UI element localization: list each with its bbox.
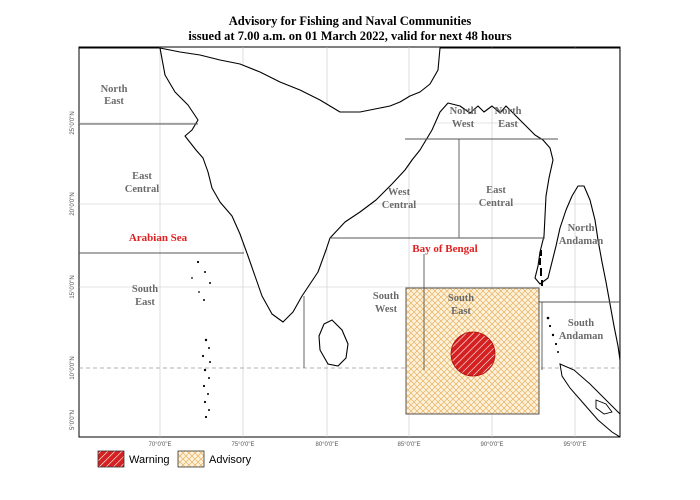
legend-advisory-swatch: [177, 450, 205, 468]
warning-zone: [450, 331, 496, 377]
lat-label-25n: 25°0'0"N: [70, 111, 76, 134]
label-south-andaman-1: South: [568, 318, 594, 329]
legend-warning-swatch: [97, 450, 125, 468]
label-arabian-se-1: South: [132, 284, 158, 295]
region-labels: North East East Central South East North…: [101, 84, 604, 342]
lat-label-15n: 15°0'0"N: [70, 275, 76, 298]
sea-area-boundaries: [79, 123, 620, 370]
lon-label-95e: 95°0'0"E: [563, 442, 586, 448]
lat-label-20n: 20°0'0"N: [70, 192, 76, 215]
landmass: [79, 47, 620, 437]
lon-label-75e: 75°0'0"E: [231, 442, 254, 448]
label-bay-ne-2: East: [498, 119, 518, 130]
title-line-2: issued at 7.00 a.m. on 01 March 2022, va…: [188, 29, 512, 43]
label-arabian-sea: Arabian Sea: [129, 232, 188, 244]
label-north-andaman-2: Andaman: [559, 236, 604, 247]
label-bay-wc-1: West: [388, 187, 411, 198]
label-arabian-ne-1: North: [101, 84, 128, 95]
title-line-1: Advisory for Fishing and Naval Communiti…: [228, 14, 472, 28]
legend-advisory-label: Advisory: [209, 454, 252, 466]
lon-label-90e: 90°0'0"E: [480, 442, 503, 448]
label-north-andaman-1: North: [568, 223, 595, 234]
legend-warning-label: Warning: [129, 454, 170, 466]
label-arabian-ne-2: East: [104, 96, 124, 107]
label-bay-nw-2: West: [452, 119, 475, 130]
label-bay-nw-1: North: [450, 106, 477, 117]
andaman-nicobar-islands: [539, 250, 559, 353]
longitude-labels: 70°0'0"E 75°0'0"E 80°0'0"E 85°0'0"E 90°0…: [148, 442, 586, 448]
label-bay-sw-2: West: [375, 304, 398, 315]
label-arabian-ec-2: Central: [125, 184, 159, 195]
label-south-andaman-2: Andaman: [559, 331, 604, 342]
lat-label-5n: 5°0'0"N: [70, 410, 76, 430]
label-bay-wc-2: Central: [382, 200, 416, 211]
label-bay-se-1: South: [448, 293, 474, 304]
lon-label-80e: 80°0'0"E: [315, 442, 338, 448]
sri-lanka-island: [318, 319, 349, 367]
lon-label-70e: 70°0'0"E: [148, 442, 171, 448]
latitude-labels: 25°0'0"N 20°0'0"N 15°0'0"N 10°0'0"N 5°0'…: [70, 111, 76, 430]
label-bay-ne-1: North: [495, 106, 522, 117]
label-bay-ec-1: East: [486, 185, 506, 196]
label-arabian-ec-1: East: [132, 171, 152, 182]
lon-label-85e: 85°0'0"E: [397, 442, 420, 448]
label-arabian-se-2: East: [135, 297, 155, 308]
label-bay-se-2: East: [451, 306, 471, 317]
maldives-islands: [191, 260, 211, 419]
label-bay-sw-1: South: [373, 291, 399, 302]
label-bay-of-bengal: Bay of Bengal: [412, 243, 477, 255]
lat-label-10n: 10°0'0"N: [70, 356, 76, 379]
sumatra-coast: [559, 363, 620, 437]
map-legend: Warning Advisory: [97, 450, 252, 468]
label-bay-ec-2: Central: [479, 198, 513, 209]
map-title: Advisory for Fishing and Naval Communiti…: [0, 14, 700, 44]
